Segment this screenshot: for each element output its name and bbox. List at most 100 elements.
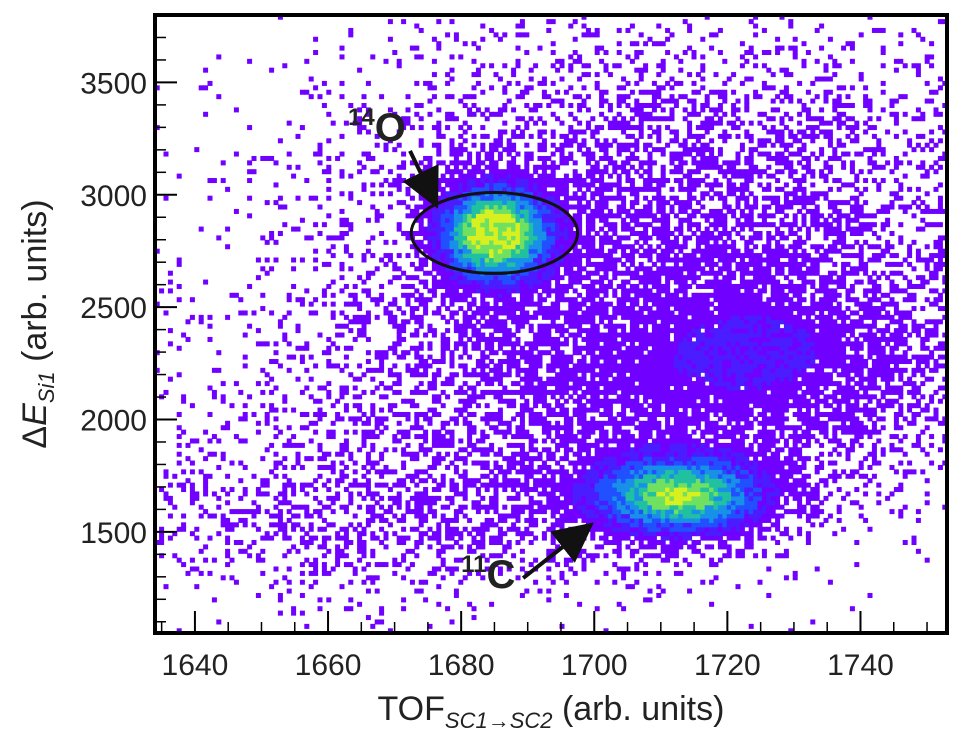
heatmap-cell <box>524 283 530 289</box>
heatmap-cell <box>163 495 169 501</box>
heatmap-cell <box>462 526 468 532</box>
heatmap-cell <box>511 464 517 470</box>
heatmap-cell <box>568 566 574 572</box>
heatmap-cell <box>572 173 578 179</box>
heatmap-cell <box>497 213 503 219</box>
heatmap-cell <box>475 319 481 325</box>
heatmap-cell <box>594 80 600 86</box>
heatmap-cell <box>401 540 407 546</box>
heatmap-cell <box>638 116 644 122</box>
heatmap-cell <box>273 495 279 501</box>
heatmap-cell <box>607 195 613 201</box>
heatmap-cell <box>585 213 591 219</box>
heatmap-cell <box>427 288 433 294</box>
heatmap-cell <box>581 464 587 470</box>
heatmap-cell <box>423 359 429 365</box>
heatmap-cell <box>445 182 451 188</box>
heatmap-cell <box>155 367 160 373</box>
heatmap-cell <box>238 478 244 484</box>
heatmap-cell <box>528 372 534 378</box>
heatmap-cell <box>392 434 398 440</box>
heatmap-cell <box>431 460 437 466</box>
heatmap-cell <box>537 253 543 259</box>
heatmap-cell <box>563 270 569 276</box>
heatmap-cell <box>621 94 627 100</box>
heatmap-cell <box>581 478 587 484</box>
heatmap-cell <box>401 482 407 488</box>
heatmap-cell <box>612 306 618 312</box>
heatmap-cell <box>629 451 635 457</box>
heatmap-cell <box>216 619 222 625</box>
heatmap-cell <box>550 336 556 342</box>
heatmap-cell <box>546 526 552 532</box>
heatmap-cell <box>383 425 389 431</box>
heatmap-cell <box>629 434 635 440</box>
heatmap-cell <box>313 509 319 515</box>
heatmap-cell <box>181 332 187 338</box>
heatmap-cell <box>581 328 587 334</box>
heatmap-cell <box>480 416 486 422</box>
heatmap-cell <box>189 487 195 493</box>
heatmap-cell <box>533 120 539 126</box>
heatmap-cell <box>374 469 380 475</box>
heatmap-cell <box>528 367 534 373</box>
heatmap-cell <box>445 279 451 285</box>
heatmap-cell <box>511 155 517 161</box>
heatmap-cell <box>484 487 490 493</box>
heatmap-cell <box>467 257 473 263</box>
heatmap-cell <box>321 482 327 488</box>
heatmap-cell <box>629 345 635 351</box>
heatmap-cell <box>590 261 596 267</box>
heatmap-cell <box>321 464 327 470</box>
heatmap-cell <box>581 469 587 475</box>
heatmap-cell <box>585 275 591 281</box>
heatmap-cell <box>330 235 336 241</box>
heatmap-cell <box>559 434 565 440</box>
heatmap-cell <box>629 420 635 426</box>
heatmap-cell <box>511 72 517 78</box>
heatmap-cell <box>506 301 512 307</box>
heatmap-cell <box>559 482 565 488</box>
heatmap-cell <box>440 389 446 395</box>
heatmap-cell <box>599 332 605 338</box>
heatmap-cell <box>568 226 574 232</box>
heatmap-cell <box>357 319 363 325</box>
heatmap-cell <box>238 548 244 554</box>
heatmap-cell <box>299 562 305 568</box>
heatmap-cell <box>414 513 420 519</box>
heatmap-cell <box>484 200 490 206</box>
heatmap-cell <box>304 491 310 497</box>
heatmap-cell <box>471 425 477 431</box>
heatmap-cell <box>585 504 591 510</box>
heatmap-cell <box>313 495 319 501</box>
heatmap-cell <box>489 389 495 395</box>
heatmap-cell <box>167 376 173 382</box>
heatmap-cell <box>286 500 292 506</box>
heatmap-cell <box>379 517 385 523</box>
heatmap-cell <box>467 354 473 360</box>
heatmap-cell <box>519 531 525 537</box>
heatmap-cell <box>396 63 402 69</box>
heatmap-cell <box>537 279 543 285</box>
heatmap-cell <box>533 420 539 426</box>
heatmap-cell <box>634 314 640 320</box>
heatmap-cell <box>172 553 178 559</box>
heatmap-cell <box>423 531 429 537</box>
heatmap-cell <box>339 261 345 267</box>
heatmap-cell <box>590 389 596 395</box>
heatmap-cell <box>264 447 270 453</box>
heatmap-cell <box>489 63 495 69</box>
heatmap-cell <box>365 429 371 435</box>
heatmap-cell <box>475 332 481 338</box>
heatmap-cell <box>273 160 279 166</box>
heatmap-cell <box>462 447 468 453</box>
heatmap-cell <box>339 231 345 237</box>
heatmap-cell <box>559 244 565 250</box>
heatmap-cell <box>233 540 239 546</box>
heatmap-cell <box>427 509 433 515</box>
heatmap-cell <box>599 456 605 462</box>
heatmap-cell <box>559 261 565 267</box>
heatmap-cell <box>343 217 349 223</box>
heatmap-cell <box>445 261 451 267</box>
heatmap-cell <box>638 292 644 298</box>
